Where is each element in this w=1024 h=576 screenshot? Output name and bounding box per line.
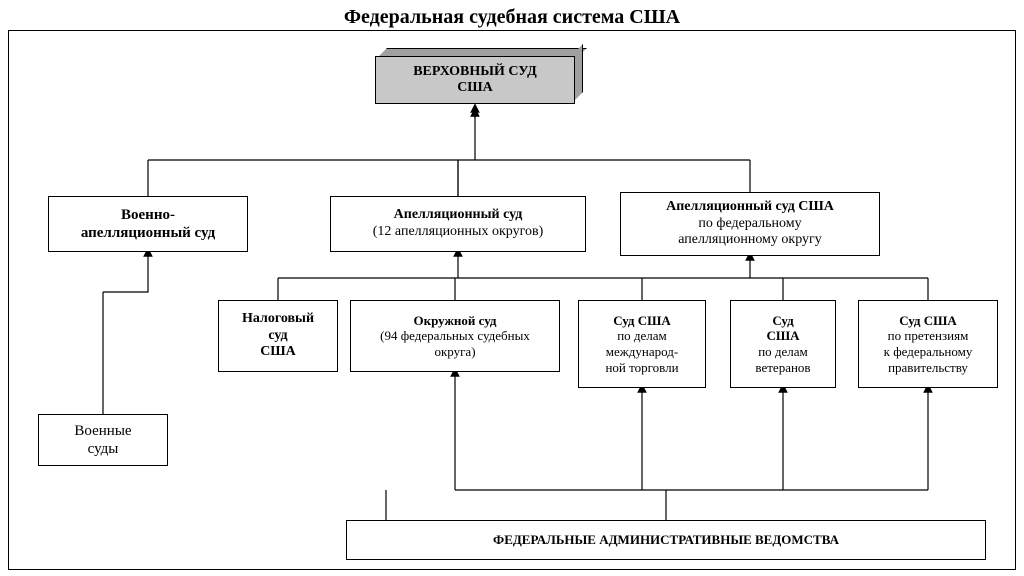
tax-line1: Налоговый bbox=[242, 311, 314, 328]
node-supreme-court: ВЕРХОВНЫЙ СУД США bbox=[375, 56, 575, 104]
node-3d-top bbox=[379, 48, 587, 56]
node-claims-court: Суд США по претензиям к федеральному пра… bbox=[858, 300, 998, 388]
mil-appeal-line1: Военно- bbox=[121, 206, 175, 224]
appeal-fed-line2: по федеральному bbox=[698, 216, 801, 233]
appeal-line1: Апелляционный суд bbox=[394, 207, 523, 224]
veterans-line2: США bbox=[766, 328, 799, 344]
mil-appeal-line2: апелляционный суд bbox=[81, 224, 215, 242]
node-trade-court: Суд США по делам международ- ной торговл… bbox=[578, 300, 706, 388]
trade-line4: ной торговли bbox=[605, 360, 678, 376]
supreme-line1: ВЕРХОВНЫЙ СУД bbox=[413, 64, 537, 80]
appeal-line2: (12 апелляционных округов) bbox=[373, 224, 543, 241]
admin-line1: ФЕДЕРАЛЬНЫЕ АДМИНИСТРАТИВНЫЕ ВЕДОМСТВА bbox=[493, 532, 839, 548]
mil-line1: Военные bbox=[74, 422, 131, 440]
node-military-courts: Военные суды bbox=[38, 414, 168, 466]
veterans-line4: ветеранов bbox=[755, 360, 810, 376]
claims-line3: к федеральному bbox=[884, 344, 973, 360]
veterans-line1: Суд bbox=[772, 313, 793, 329]
district-line2: (94 федеральных судебных bbox=[380, 328, 530, 344]
node-tax-court: Налоговый суд США bbox=[218, 300, 338, 372]
veterans-line3: по делам bbox=[758, 344, 808, 360]
district-line3: округа) bbox=[434, 344, 475, 360]
appeal-fed-line3: апелляционному округу bbox=[678, 232, 822, 249]
trade-line3: международ- bbox=[606, 344, 678, 360]
appeal-fed-line1: Апелляционный суд США bbox=[666, 199, 834, 216]
node-3d-front: ВЕРХОВНЫЙ СУД США bbox=[375, 56, 575, 104]
node-veterans-court: Суд США по делам ветеранов bbox=[730, 300, 836, 388]
node-appeal: Апелляционный суд (12 апелляционных окру… bbox=[330, 196, 586, 252]
tax-line3: США bbox=[260, 344, 296, 361]
mil-line2: суды bbox=[88, 440, 119, 458]
node-admin-agencies: ФЕДЕРАЛЬНЫЕ АДМИНИСТРАТИВНЫЕ ВЕДОМСТВА bbox=[346, 520, 986, 560]
claims-line1: Суд США bbox=[899, 313, 957, 329]
node-appeal-federal: Апелляционный суд США по федеральному ап… bbox=[620, 192, 880, 256]
claims-line4: правительству bbox=[888, 360, 968, 376]
claims-line2: по претензиям bbox=[888, 328, 969, 344]
trade-line2: по делам bbox=[617, 328, 667, 344]
node-military-appeal: Военно- апелляционный суд bbox=[48, 196, 248, 252]
supreme-line2: США bbox=[457, 80, 493, 96]
node-3d-side bbox=[575, 44, 583, 100]
district-line1: Окружной суд bbox=[413, 313, 496, 329]
diagram-title: Федеральная судебная система США bbox=[0, 6, 1024, 29]
node-district-court: Окружной суд (94 федеральных судебных ок… bbox=[350, 300, 560, 372]
trade-line1: Суд США bbox=[613, 313, 671, 329]
tax-line2: суд bbox=[268, 328, 287, 345]
